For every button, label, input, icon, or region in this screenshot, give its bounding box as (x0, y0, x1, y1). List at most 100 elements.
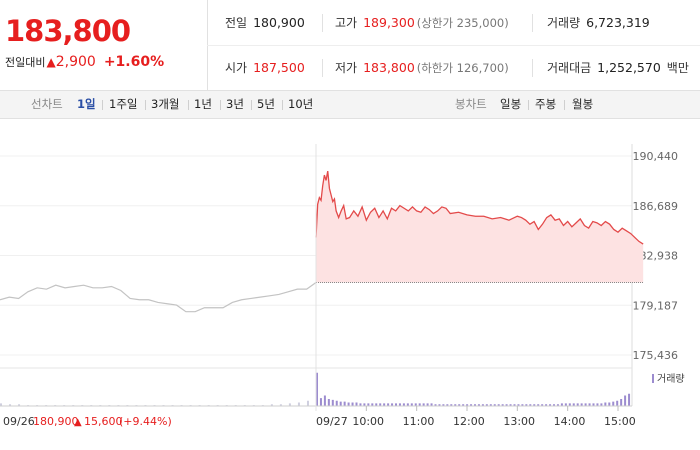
volume-bar (481, 404, 484, 406)
volume-bar (470, 404, 473, 406)
x-tick-label: 13:00 (503, 415, 535, 428)
volume-bar (406, 403, 409, 406)
up-arrow-icon: ▲ (74, 417, 82, 428)
prev-day-change: 15,600 (84, 415, 123, 428)
volume-bar (564, 403, 567, 406)
divider (532, 59, 533, 77)
quote-header: 183,800 전일대비▲2,900 +1.60% 전일 180,900 고가 189… (0, 0, 700, 91)
stat-label: 고가 (335, 16, 358, 30)
x-tick-label: 10:00 (352, 415, 384, 428)
volume-bar (588, 403, 591, 406)
candle-chart-label: 봉차트 (455, 97, 487, 111)
volume-bar (549, 404, 552, 406)
current-price-box: 183,800 전일대비▲2,900 +1.60% (0, 0, 208, 90)
tab-monthly-candle[interactable]: 월봉 (572, 97, 594, 111)
current-price: 183,800 (5, 14, 131, 48)
volume-bar (414, 403, 417, 406)
volume-bar (297, 402, 300, 406)
tab-divider (220, 100, 221, 110)
stat-open: 시가 187,500 (225, 45, 305, 90)
prev-day-price-line (0, 282, 317, 313)
volume-bar (608, 402, 611, 406)
volume-bar (375, 403, 378, 406)
volume-bar (9, 404, 12, 406)
volume-bar (458, 404, 461, 406)
tab-5-years[interactable]: 5년 (257, 97, 275, 111)
volume-bar (335, 400, 338, 406)
volume-bar (351, 402, 354, 406)
volume-bar (584, 403, 587, 406)
volume-bar (568, 403, 571, 406)
stat-label: 거래대금 (547, 61, 592, 75)
line-chart-label: 선차트 (31, 97, 63, 111)
tab-weekly-candle[interactable]: 주봉 (535, 97, 557, 111)
volume-bar (560, 403, 563, 406)
divider (322, 14, 323, 32)
tab-divider (102, 100, 103, 110)
volume-bar (513, 404, 516, 406)
volume-bar (533, 404, 536, 406)
stat-label: 시가 (225, 61, 248, 75)
chart-period-tabs: 선차트 1일 1주일 3개월 1년 3년 5년 10년 봉차트 일봉 주봉 월봉 (0, 91, 700, 119)
tab-3-months[interactable]: 3개월 (151, 97, 180, 111)
tab-1-week[interactable]: 1주일 (109, 97, 138, 111)
y-tick-label: 186,689 (633, 200, 679, 213)
tab-1-day[interactable]: 1일 (77, 97, 96, 111)
tab-daily-candle[interactable]: 일봉 (500, 97, 522, 111)
volume-bar (363, 403, 366, 406)
volume-bar (545, 404, 548, 406)
volume-bar (288, 403, 291, 406)
stat-unit: 백만 (666, 61, 689, 75)
volume-bar (347, 402, 350, 406)
volume-bar (422, 403, 425, 406)
volume-legend-marker (652, 374, 654, 383)
today-price-area (316, 171, 644, 283)
change-amount: 2,900 (55, 54, 96, 70)
volume-bar (306, 400, 309, 406)
volume-bar (505, 404, 508, 406)
x-tick-label: 14:00 (554, 415, 586, 428)
prev-day-date: 09/26 (3, 415, 35, 428)
volume-bar (525, 404, 528, 406)
divider (532, 14, 533, 32)
prev-day-close: 180,900 (33, 415, 79, 428)
x-tick-label: 11:00 (403, 415, 435, 428)
volume-bar (339, 401, 342, 406)
quote-stats: 전일 180,900 고가 189,300 (상한가 235,000) 거래량 6,72… (207, 0, 700, 90)
volume-bar (323, 395, 326, 406)
volume-bar (430, 403, 433, 406)
tab-3-years[interactable]: 3년 (226, 97, 244, 111)
stat-high: 고가 189,300 (상한가 235,000) (335, 0, 509, 45)
y-tick-label: 182,938 (633, 250, 679, 263)
volume-bar (529, 404, 532, 406)
tab-1-year[interactable]: 1년 (194, 97, 212, 111)
volume-bar (477, 404, 480, 406)
tab-divider (188, 100, 189, 110)
stat-value: 6,723,319 (586, 15, 650, 30)
tab-divider (251, 100, 252, 110)
x-tick-label: 12:00 (453, 415, 485, 428)
volume-bar (576, 403, 579, 406)
change-percent: +1.60% (103, 54, 165, 70)
stat-label: 거래량 (547, 16, 581, 30)
volume-bar (398, 403, 401, 406)
volume-bar (537, 404, 540, 406)
tab-10-years[interactable]: 10년 (288, 97, 314, 111)
volume-bar (442, 404, 445, 406)
volume-bar (616, 400, 619, 406)
volume-bar (379, 403, 382, 406)
volume-bar (438, 404, 441, 406)
volume-bar (18, 404, 21, 406)
volume-bar (454, 404, 457, 406)
change-label: 전일대비 (5, 56, 46, 69)
volume-bar (434, 404, 437, 406)
volume-legend-label: 거래량 (657, 373, 685, 385)
stat-value: 180,900 (253, 15, 305, 30)
volume-bar (387, 403, 390, 406)
stat-value: 183,800 (363, 60, 415, 75)
upper-limit: (상한가 235,000) (416, 16, 509, 30)
volume-bar (489, 404, 492, 406)
x-tick-label: 15:00 (604, 415, 636, 428)
volume-bar (572, 403, 575, 406)
stat-prev-close: 전일 180,900 (225, 0, 305, 45)
